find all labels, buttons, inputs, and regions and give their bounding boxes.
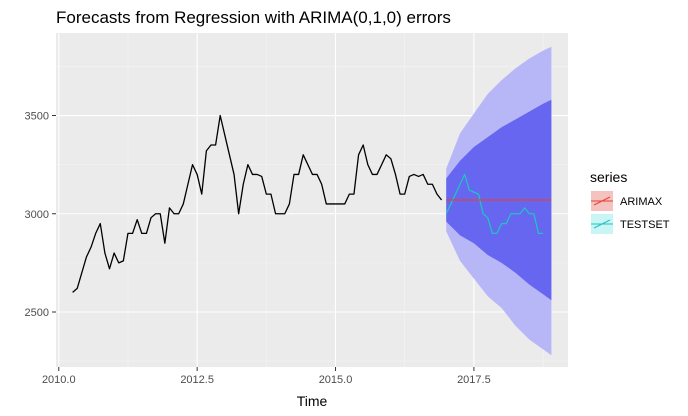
y-axis: 2500 3000 3500 (25, 111, 56, 319)
legend-key-testset (591, 214, 613, 234)
x-tick-label: 2017.5 (457, 374, 491, 386)
x-axis: 2010.0 2012.5 2015.0 2017.5 (42, 367, 491, 386)
testset-line (445, 173, 544, 235)
y-tick-label: 2500 (25, 307, 49, 319)
legend-mark-testset (593, 219, 611, 229)
x-tick-label: 2015.0 (319, 374, 353, 386)
legend-label-testset: TESTSET (620, 219, 670, 231)
legend-key-arimax (591, 191, 613, 211)
x-axis-title: Time (297, 393, 328, 409)
x-tick-label: 2012.5 (180, 374, 214, 386)
legend-title: series (590, 169, 627, 185)
series-lines (72, 114, 552, 293)
legend: series ARIMAX TESTSET (590, 169, 670, 234)
y-tick-label: 3500 (25, 111, 49, 123)
y-tick-label: 3000 (25, 209, 49, 221)
x-tick-label: 2010.0 (42, 374, 76, 386)
chart-title: Forecasts from Regression with ARIMA(0,1… (56, 8, 451, 27)
grid-lines (56, 33, 568, 367)
legend-label-arimax: ARIMAX (620, 196, 663, 208)
legend-mark-arimax (593, 196, 611, 206)
history-line (72, 114, 443, 293)
